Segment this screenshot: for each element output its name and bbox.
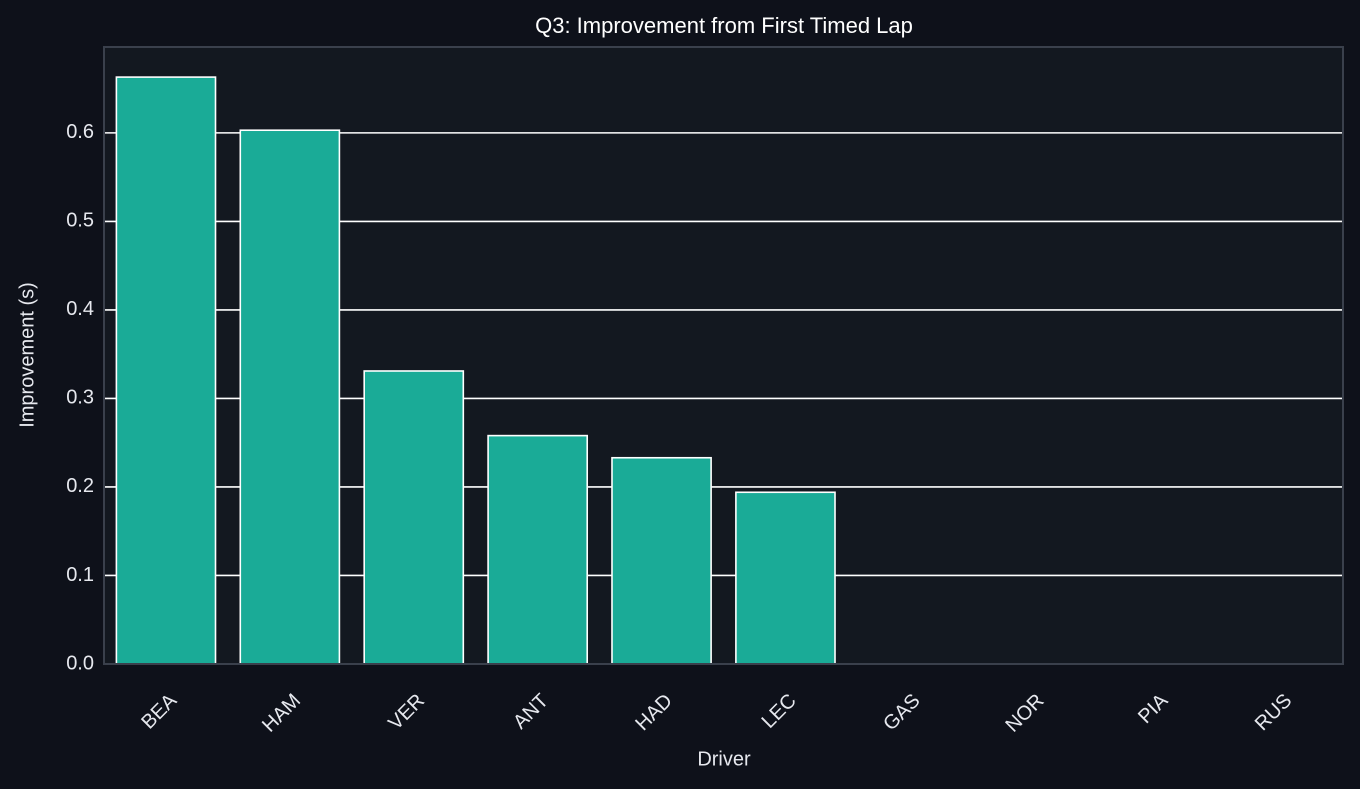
y-tick-label: 0.5 [66, 210, 94, 232]
x-axis-label: Driver [697, 748, 751, 770]
y-tick-label: 0.1 [66, 564, 94, 586]
bar [735, 491, 836, 665]
y-tick-label: 0.0 [66, 652, 94, 674]
y-tick-label: 0.2 [66, 475, 94, 497]
bar [487, 434, 589, 665]
bar [115, 76, 217, 665]
bar [611, 456, 712, 665]
y-tick-label: 0.3 [66, 387, 94, 409]
y-tick-label: 0.6 [66, 121, 94, 143]
bar [239, 129, 341, 665]
y-axis-label: Improvement (s) [16, 282, 38, 428]
chart-title: Q3: Improvement from First Timed Lap [535, 13, 913, 38]
y-tick-label: 0.4 [66, 298, 94, 320]
bar [363, 370, 465, 665]
plot-frame [103, 46, 1344, 665]
